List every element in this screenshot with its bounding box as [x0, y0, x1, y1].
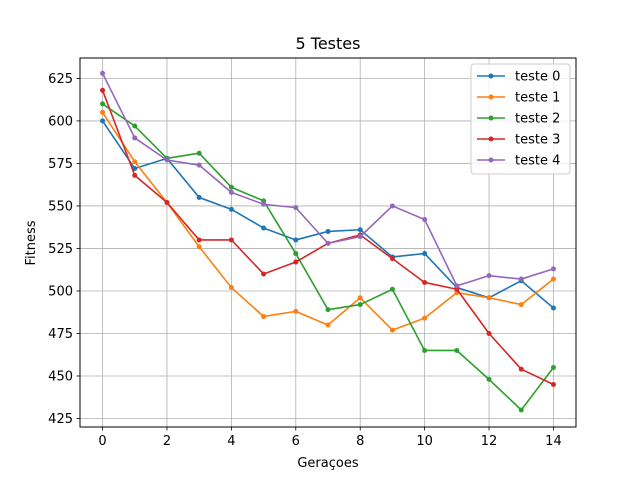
x-tick-label: 2 — [163, 434, 171, 449]
data-point — [228, 237, 234, 243]
x-tick-label: 8 — [356, 434, 364, 449]
y-tick-label: 600 — [48, 114, 73, 129]
data-point — [228, 189, 234, 195]
data-point — [518, 366, 524, 372]
data-point — [196, 162, 202, 168]
y-axis-label: Fitness — [24, 220, 39, 265]
plot-frame — [79, 57, 577, 428]
data-point — [261, 201, 267, 207]
y-tick-label: 450 — [48, 369, 73, 384]
data-point — [325, 228, 331, 234]
data-point — [486, 295, 492, 301]
data-point — [132, 172, 138, 178]
data-point — [518, 302, 524, 308]
legend-marker — [488, 73, 494, 79]
data-point — [550, 305, 556, 311]
data-point — [100, 70, 106, 76]
data-point — [228, 184, 234, 190]
y-tick-label: 475 — [48, 327, 73, 342]
y-tick-label: 625 — [48, 72, 73, 87]
legend-marker — [488, 136, 494, 142]
legend-label: teste 0 — [515, 70, 560, 85]
y-tick-label: 425 — [48, 412, 73, 427]
data-point — [550, 266, 556, 272]
x-axis-label: Geraçoes — [297, 456, 358, 471]
x-tick-label: 0 — [98, 434, 106, 449]
data-point — [100, 118, 106, 124]
ticks: 0 2 4 6 8 10 12 14 425 450 475 500 525 550 575 600 625 — [48, 72, 562, 449]
legend-label: teste 3 — [515, 133, 560, 148]
x-tick-label: 4 — [227, 434, 235, 449]
data-point — [389, 256, 395, 262]
data-point — [100, 101, 106, 107]
data-point — [357, 227, 363, 233]
data-point — [325, 307, 331, 313]
data-point — [486, 376, 492, 382]
data-point — [261, 225, 267, 231]
data-point — [293, 205, 299, 211]
data-point — [293, 237, 299, 243]
data-point — [293, 259, 299, 265]
data-point — [550, 276, 556, 282]
data-point — [422, 279, 428, 285]
data-point — [422, 315, 428, 321]
x-tick-label: 12 — [481, 434, 498, 449]
data-point — [389, 203, 395, 209]
data-point — [293, 251, 299, 257]
y-tick-label: 525 — [48, 242, 73, 257]
data-point — [164, 157, 170, 163]
data-point — [196, 150, 202, 156]
data-point — [325, 240, 331, 246]
data-point — [100, 87, 106, 93]
data-point — [196, 194, 202, 200]
chart-title: 5 Testes — [296, 34, 361, 53]
data-point — [454, 283, 460, 289]
data-point — [518, 276, 524, 282]
data-point — [486, 330, 492, 336]
data-point — [389, 286, 395, 292]
data-point — [325, 322, 331, 328]
y-tick-label: 575 — [48, 157, 73, 172]
data-point — [261, 271, 267, 277]
data-point — [132, 135, 138, 141]
x-tick-label: 14 — [545, 434, 562, 449]
data-point — [550, 381, 556, 387]
data-point — [357, 302, 363, 308]
data-point — [454, 347, 460, 353]
data-point — [196, 237, 202, 243]
legend: teste 0 teste 1 teste 2 teste 3 teste 4 — [470, 63, 571, 175]
legend-marker — [488, 157, 494, 163]
data-point — [422, 217, 428, 223]
legend-label: teste 2 — [515, 112, 560, 127]
x-tick-label: 6 — [292, 434, 300, 449]
data-point — [357, 234, 363, 240]
data-point — [132, 159, 138, 165]
data-point — [486, 273, 492, 279]
data-point — [228, 206, 234, 212]
data-point — [164, 200, 170, 206]
data-point — [422, 347, 428, 353]
data-point — [357, 295, 363, 301]
data-point — [196, 244, 202, 250]
legend-marker — [488, 115, 494, 121]
legend-label: teste 1 — [515, 91, 560, 106]
data-point — [550, 364, 556, 370]
data-point — [518, 407, 524, 413]
data-point — [228, 285, 234, 291]
legend-box — [470, 63, 571, 175]
legend-marker — [488, 94, 494, 100]
y-tick-label: 550 — [48, 199, 73, 214]
x-tick-label: 10 — [416, 434, 433, 449]
data-point — [293, 308, 299, 314]
data-point — [261, 313, 267, 319]
series-group — [100, 70, 556, 413]
data-point — [422, 251, 428, 257]
legend-label: teste 4 — [515, 154, 560, 169]
data-point — [389, 327, 395, 333]
data-point — [132, 123, 138, 129]
y-tick-label: 500 — [48, 284, 73, 299]
data-point — [100, 109, 106, 115]
